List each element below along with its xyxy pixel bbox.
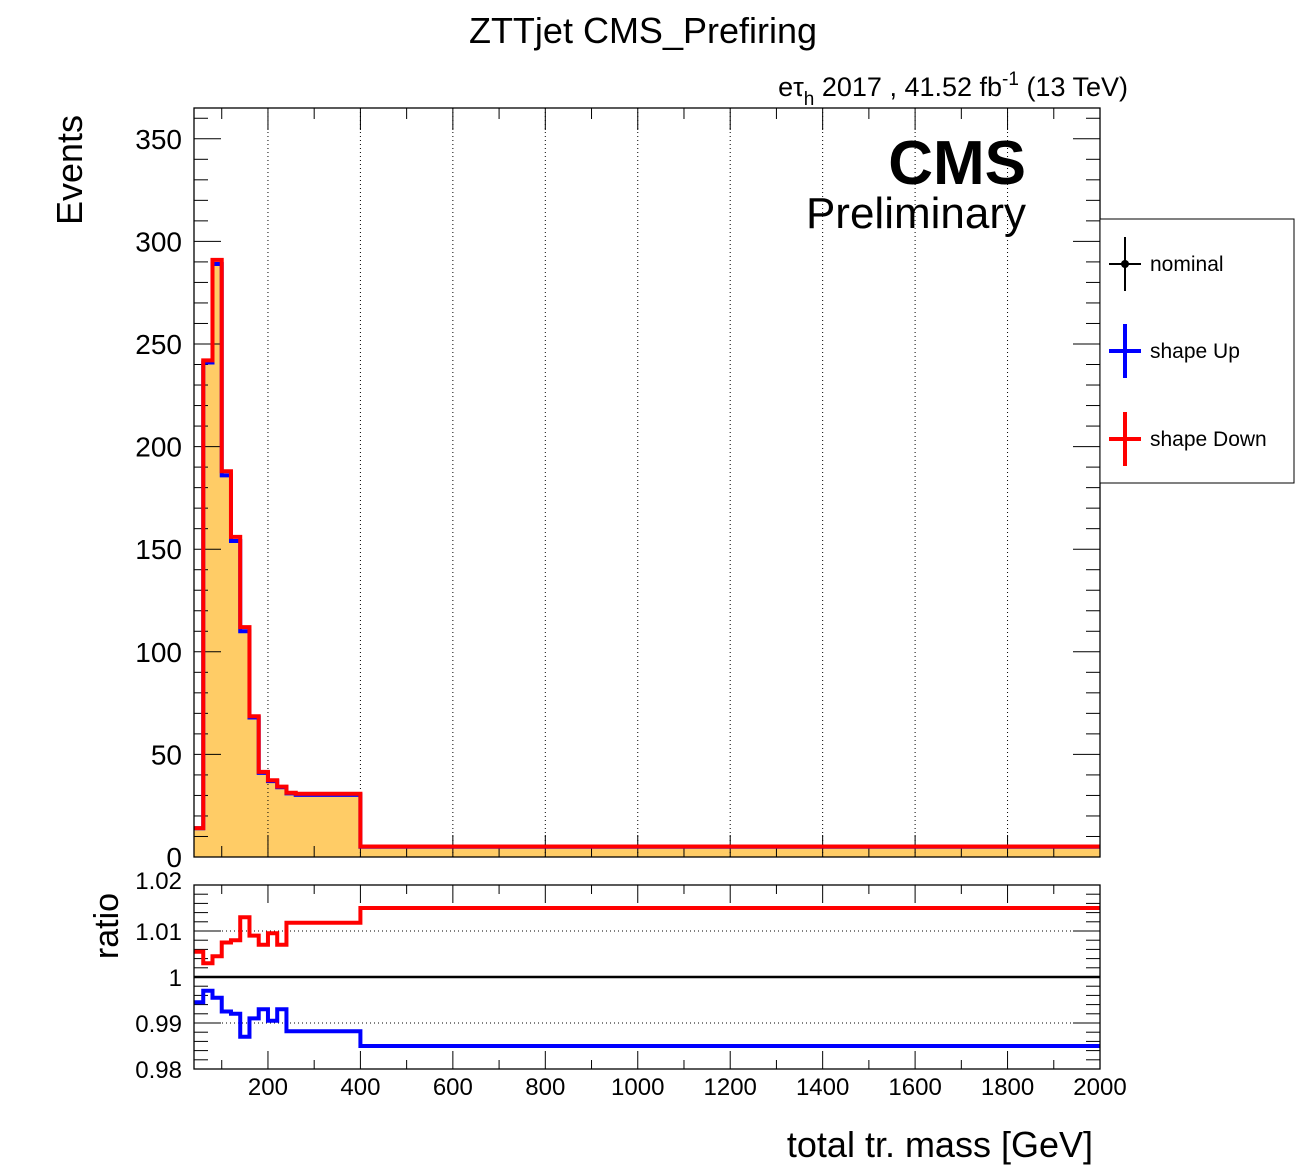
main-y-tick-label: 300 bbox=[135, 226, 182, 257]
lumi-info: 2017 , 41.52 fb bbox=[814, 72, 1002, 102]
lumi-channel-sub: h bbox=[804, 89, 815, 110]
ratio-line-shape-down bbox=[194, 906, 1100, 966]
ratio-plot-frame bbox=[193, 884, 1101, 1070]
ratio-y-tick-label: 1.01 bbox=[135, 919, 182, 946]
main-y-tick-label: 250 bbox=[135, 329, 182, 360]
main-line-shape-up bbox=[194, 261, 1100, 849]
x-tick-label: 400 bbox=[340, 1074, 380, 1101]
legend-entry-nominal: nominal bbox=[1109, 237, 1224, 291]
legend-up-label: shape Up bbox=[1150, 340, 1240, 363]
x-tick-label: 1200 bbox=[704, 1074, 757, 1101]
main-y-axis-label: Events bbox=[49, 115, 90, 225]
ratio-y-tick-label: 0.99 bbox=[135, 1011, 182, 1038]
ratio-y-axis-label: ratio bbox=[88, 893, 126, 959]
ratio-lines-layer bbox=[194, 906, 1100, 1048]
ratio-grid-layer bbox=[194, 930, 1100, 1024]
main-y-tick-labels: 0 50 100 150 200 250 300 350 bbox=[135, 124, 182, 873]
cms-label: CMS bbox=[888, 129, 1026, 198]
lumi-energy: (13 TeV) bbox=[1019, 72, 1128, 102]
x-tick-label: 1400 bbox=[796, 1074, 849, 1101]
x-tick-label: 200 bbox=[248, 1074, 288, 1101]
main-y-tick-label: 200 bbox=[135, 432, 182, 463]
ratio-line-shape-up bbox=[194, 988, 1100, 1048]
lumi-channel-e: e bbox=[778, 72, 793, 102]
ratio-y-tick-label: 0.98 bbox=[135, 1057, 182, 1084]
legend-entry-shape-up: shape Up bbox=[1109, 324, 1240, 378]
x-axis-label: total tr. mass [GeV] bbox=[787, 1124, 1093, 1165]
legend-nominal-label: nominal bbox=[1150, 253, 1224, 276]
main-grid-layer bbox=[267, 108, 1009, 857]
x-tick-label: 1600 bbox=[888, 1074, 941, 1101]
x-tick-label: 1000 bbox=[611, 1074, 664, 1101]
lumi-label: eτh 2017 , 41.52 fb-1 (13 TeV) bbox=[778, 69, 1128, 110]
main-lines-layer bbox=[194, 257, 1100, 849]
main-ticks-layer bbox=[194, 108, 1100, 858]
main-y-tick-label: 150 bbox=[135, 534, 182, 565]
main-y-tick-label: 50 bbox=[151, 739, 182, 770]
ratio-y-tick-labels: 0.98 0.99 1 1.01 1.02 bbox=[135, 868, 182, 1084]
x-tick-label: 1800 bbox=[981, 1074, 1034, 1101]
legend-nominal-marker bbox=[1121, 260, 1129, 268]
main-y-tick-label: 100 bbox=[135, 637, 182, 668]
ratio-y-tick-label: 1.02 bbox=[135, 868, 182, 895]
legend-entry-shape-down: shape Down bbox=[1109, 412, 1267, 466]
nominal-filled-histogram bbox=[194, 261, 1100, 857]
x-tick-label: 2000 bbox=[1073, 1074, 1126, 1101]
lumi-channel-tau: τ bbox=[793, 72, 804, 102]
legend-down-label: shape Down bbox=[1150, 428, 1267, 451]
legend: nominal shape Up shape Down bbox=[1099, 218, 1295, 484]
main-fill-layer bbox=[194, 261, 1100, 857]
main-line-shape-down bbox=[194, 257, 1100, 849]
lumi-exponent: -1 bbox=[1002, 69, 1019, 90]
chart-title: ZTTjet CMS_Prefiring bbox=[469, 10, 817, 51]
x-tick-label: 600 bbox=[433, 1074, 473, 1101]
preliminary-label: Preliminary bbox=[806, 189, 1026, 238]
x-tick-labels: 200 400 600 800 1000 1200 1400 1600 1800 2000 bbox=[248, 1074, 1127, 1101]
main-y-tick-label: 0 bbox=[166, 842, 182, 873]
main-y-tick-label: 350 bbox=[135, 124, 182, 155]
x-tick-label: 800 bbox=[525, 1074, 565, 1101]
ratio-y-tick-label: 1 bbox=[169, 965, 182, 992]
